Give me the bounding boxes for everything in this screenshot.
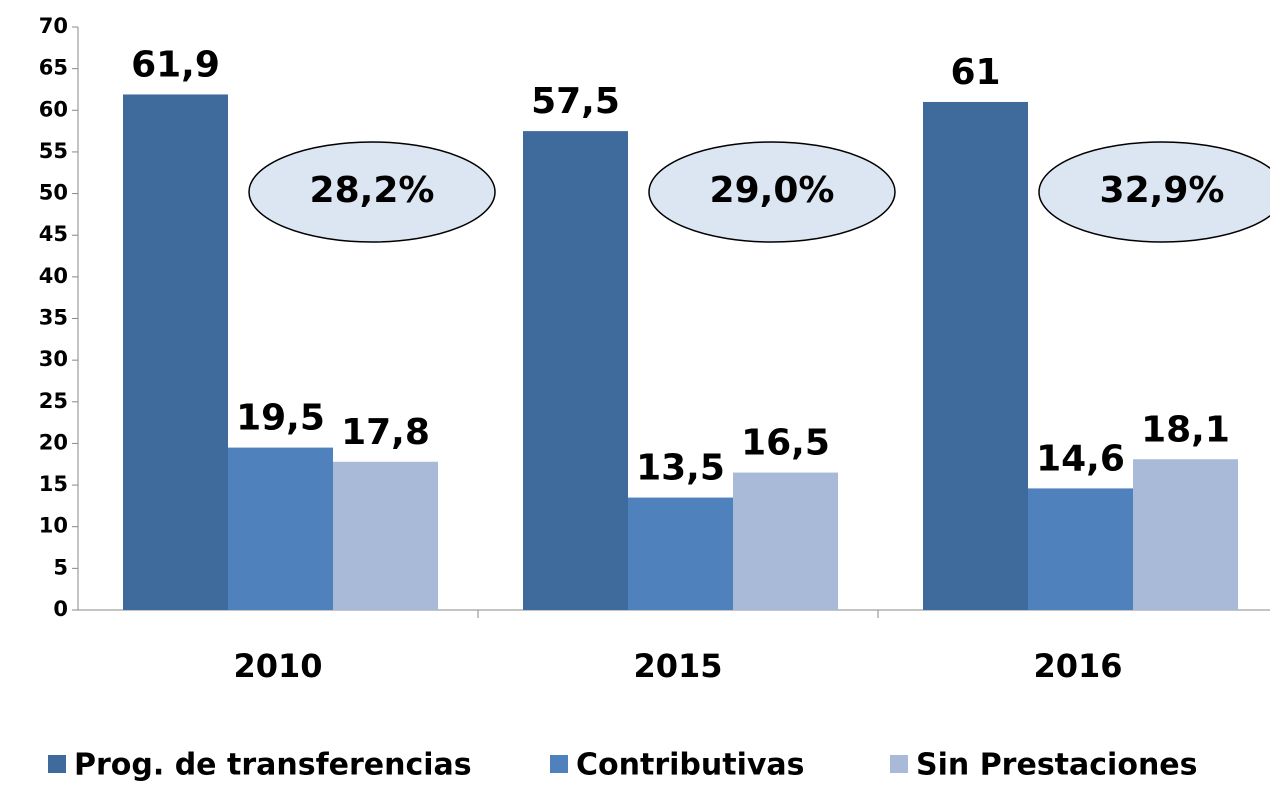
legend-label: Sin Prestaciones (916, 748, 1198, 783)
annotation: 32,9% (1100, 170, 1225, 211)
y-tick-label: 35 (39, 306, 68, 330)
y-tick-label: 55 (39, 139, 68, 163)
data-label: 13,5 (636, 448, 725, 489)
annotation-bubble (248, 141, 496, 243)
y-tick-label: 65 (39, 56, 68, 80)
y-tick-label: 45 (39, 222, 68, 246)
y-tick-label: 5 (53, 555, 68, 579)
bar (333, 461, 438, 610)
data-label: 19,5 (236, 398, 325, 439)
legend-swatch (550, 755, 568, 773)
bar (123, 94, 228, 610)
x-tick-label: 2015 (633, 647, 722, 685)
annotation-bubble (648, 141, 896, 243)
bar (1133, 459, 1238, 610)
data-label: 61 (950, 52, 1000, 93)
legend-swatch (890, 755, 908, 773)
legend-swatch (48, 755, 66, 773)
y-tick-label: 20 (39, 430, 68, 454)
bar (228, 447, 333, 610)
data-label: 18,1 (1141, 409, 1230, 450)
annotation-bubble (1038, 141, 1270, 243)
y-tick-label: 10 (39, 514, 68, 538)
x-tick-label: 2010 (233, 647, 322, 685)
y-tick-label: 40 (39, 264, 68, 288)
data-label: 14,6 (1036, 438, 1125, 479)
y-tick-label: 30 (39, 347, 68, 371)
y-tick-label: 25 (39, 389, 68, 413)
y-tick-label: 70 (39, 14, 68, 38)
bar (523, 131, 628, 610)
data-label: 17,8 (341, 412, 430, 453)
annotation: 28,2% (310, 170, 435, 211)
bar (628, 497, 733, 610)
legend-label: Prog. de transferencias (74, 748, 472, 783)
y-tick-label: 0 (53, 597, 68, 621)
data-label: 16,5 (741, 423, 830, 464)
annotation: 29,0% (710, 170, 835, 211)
y-tick-label: 50 (39, 181, 68, 205)
y-tick-label: 15 (39, 472, 68, 496)
bar (923, 101, 1028, 610)
bar (1028, 488, 1133, 610)
x-tick-label: 2016 (1033, 647, 1122, 685)
data-label: 57,5 (531, 81, 620, 122)
data-label: 61,9 (131, 44, 220, 85)
bar (733, 472, 838, 610)
legend-label: Contributivas (576, 748, 805, 783)
y-tick-label: 60 (39, 97, 68, 121)
